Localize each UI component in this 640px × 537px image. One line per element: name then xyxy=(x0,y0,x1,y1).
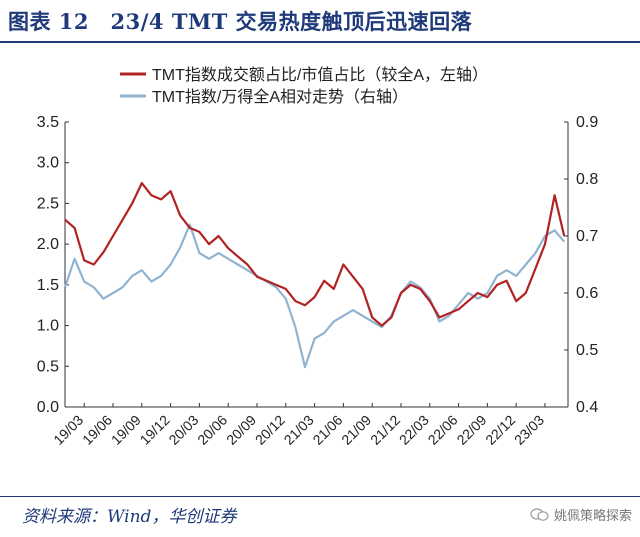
y-left-tick-label: 2.0 xyxy=(37,236,59,253)
y-left-tick-label: 1.5 xyxy=(37,277,59,294)
x-tick-label: 19/06 xyxy=(79,412,115,448)
legend-label-turnover-ratio: TMT指数成交额占比/市值占比（较全A，左轴） xyxy=(152,66,488,84)
y-right-tick-label: 0.9 xyxy=(576,114,598,131)
header-divider xyxy=(0,41,640,43)
x-tick-label: 20/03 xyxy=(165,412,201,448)
x-tick-label: 23/03 xyxy=(511,412,547,448)
chart-axes: 0.0 0.5 1.0 1.5 2.0 2.5 3.0 3.5 0.4 0.5 0.6 0.7 0.8 0… xyxy=(37,114,599,448)
y-right-tick-label: 0.6 xyxy=(576,285,598,302)
x-tick-label: 20/12 xyxy=(252,412,288,448)
x-tick-label: 21/06 xyxy=(309,412,345,448)
chart-title: 图表 12 23/4 TMT 交易热度触顶后迅速回落 xyxy=(8,9,473,34)
chart-series xyxy=(63,182,566,369)
series-line-turnover-ratio xyxy=(64,182,566,327)
line-chart: TMT指数成交额占比/市值占比（较全A，左轴） TMT指数/万得全A相对走势（右轴… xyxy=(37,66,599,448)
y-left-tick-label: 1.0 xyxy=(37,318,59,335)
y-left-tick-label: 2.5 xyxy=(37,195,59,212)
y-right-tick-label: 0.4 xyxy=(576,399,598,416)
x-tick-label: 22/09 xyxy=(453,412,489,448)
chart-legend: TMT指数成交额占比/市值占比（较全A，左轴） TMT指数/万得全A相对走势（右轴… xyxy=(120,66,488,106)
watermark: 姚佩策略探索 xyxy=(530,505,632,524)
x-tick-label: 20/06 xyxy=(194,412,230,448)
wechat-icon xyxy=(530,507,549,521)
x-tick-label: 21/09 xyxy=(338,412,374,448)
x-tick-label: 22/12 xyxy=(482,412,518,448)
chart-header: 图表 12 23/4 TMT 交易热度触顶后迅速回落 xyxy=(0,0,640,44)
x-tick-label: 21/03 xyxy=(281,412,317,448)
watermark-text: 姚佩策略探索 xyxy=(553,509,632,524)
y-right-tick-label: 0.8 xyxy=(576,171,598,188)
x-tick-label: 22/06 xyxy=(425,412,461,448)
x-tick-label: 19/09 xyxy=(108,412,144,448)
x-tick-label: 19/12 xyxy=(137,412,173,448)
source-note: 资料来源：Wind，华创证券 xyxy=(22,507,237,527)
x-tick-label: 21/12 xyxy=(367,412,403,448)
y-left-tick-label: 3.0 xyxy=(37,155,59,172)
y-left-tick-label: 0.0 xyxy=(37,399,59,416)
y-left-tick-label: 3.5 xyxy=(37,114,59,131)
x-tick-label: 20/09 xyxy=(223,412,259,448)
y-right-tick-label: 0.7 xyxy=(576,228,598,245)
x-tick-label: 22/03 xyxy=(396,412,432,448)
x-tick-label: 19/03 xyxy=(50,412,86,448)
y-left-tick-label: 0.5 xyxy=(37,358,59,375)
legend-label-relative-performance: TMT指数/万得全A相对走势（右轴） xyxy=(152,88,408,106)
y-right-tick-label: 0.5 xyxy=(576,342,598,359)
series-line-relative-performance xyxy=(63,223,566,369)
footer-divider xyxy=(0,496,640,497)
